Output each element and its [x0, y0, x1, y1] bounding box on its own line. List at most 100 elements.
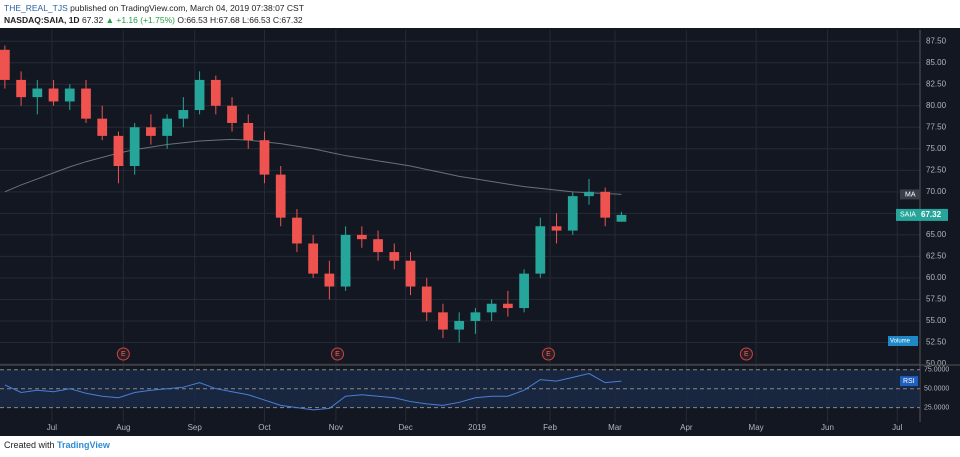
- candle-body: [600, 191, 611, 218]
- volume-label-box: [888, 336, 918, 346]
- candle-body: [567, 196, 578, 231]
- candle-body: [324, 273, 335, 287]
- candle-body: [486, 303, 497, 313]
- chart-background: [0, 28, 960, 436]
- y-tick-label: 70.00: [926, 187, 947, 196]
- y-tick-label: 72.50: [926, 165, 947, 174]
- footer: Created with TradingView: [4, 440, 110, 450]
- header: THE_REAL_TJS published on TradingView.co…: [4, 2, 304, 26]
- candle-body: [616, 214, 627, 222]
- candle-body: [0, 49, 10, 80]
- candle-body: [194, 79, 205, 111]
- candle-body: [356, 234, 367, 240]
- x-tick-label: Jul: [47, 423, 57, 432]
- change: ▲ +1.16 (+1.75%): [105, 15, 175, 25]
- candle-body: [454, 320, 465, 330]
- rsi-tick-label: 75.0000: [924, 367, 949, 374]
- candle-body: [535, 226, 546, 274]
- symbol: NASDAQ:SAIA, 1D: [4, 15, 80, 25]
- y-tick-label: 87.50: [926, 36, 947, 45]
- created: Created with: [4, 440, 55, 450]
- y-tick-label: 80.00: [926, 101, 947, 110]
- earnings-label: E: [546, 351, 551, 358]
- y-tick-label: 65.00: [926, 230, 947, 239]
- y-tick-label: 52.50: [926, 338, 947, 347]
- x-tick-label: Mar: [608, 423, 622, 432]
- y-tick-label: 82.50: [926, 79, 947, 88]
- candle-body: [48, 88, 59, 102]
- candle-body: [162, 118, 172, 136]
- candle-body: [584, 191, 594, 197]
- y-tick-label: 77.50: [926, 122, 947, 131]
- candle-body: [113, 135, 124, 167]
- candle-body: [64, 88, 75, 102]
- rsi-label-box: [900, 376, 918, 387]
- candle-body: [259, 140, 270, 175]
- symbol-line: NASDAQ:SAIA, 1D 67.32 ▲ +1.16 (+1.75%) O…: [4, 14, 304, 26]
- x-tick-label: May: [749, 423, 764, 432]
- x-tick-label: Nov: [329, 423, 343, 432]
- brand: TradingView: [57, 440, 110, 450]
- candle-body: [340, 234, 351, 287]
- candle-body: [97, 118, 108, 136]
- earnings-marker: [330, 347, 344, 361]
- price: 67.32: [81, 15, 104, 25]
- x-tick-label: Jul: [892, 423, 902, 432]
- x-tick-label: Dec: [399, 423, 413, 432]
- rsi-tick-label: 50.0000: [924, 386, 949, 393]
- x-tick-label: Oct: [258, 423, 271, 432]
- x-tick-label: Feb: [543, 423, 557, 432]
- y-tick-label: 85.00: [926, 58, 947, 67]
- candle-body: [146, 127, 156, 136]
- rsi-tick-label: 25.0000: [924, 404, 949, 411]
- candle-body: [210, 79, 221, 106]
- x-tick-label: Jun: [821, 423, 834, 432]
- ma-label: MA: [905, 191, 916, 198]
- y-tick-label: 62.50: [926, 252, 947, 261]
- candle-body: [551, 226, 562, 231]
- published: published on TradingView.com, March 04, …: [70, 3, 304, 13]
- y-tick-label: 75.00: [926, 144, 947, 153]
- candle-body: [470, 312, 481, 321]
- candle-body: [243, 122, 254, 141]
- x-tick-label: Aug: [116, 423, 130, 432]
- candle-body: [227, 105, 237, 123]
- candle-body: [308, 243, 319, 274]
- earnings-marker: [116, 347, 130, 361]
- candle-body: [178, 110, 189, 119]
- x-tick-label: Apr: [680, 423, 693, 432]
- last-price: 67.32: [921, 210, 942, 219]
- y-tick-label: 50.00: [926, 359, 947, 368]
- candle-body: [502, 303, 513, 309]
- earnings-marker: [739, 347, 753, 361]
- last-label: SAIA: [900, 212, 916, 219]
- ma-label-box: [900, 189, 920, 200]
- x-tick-label: 2019: [468, 423, 486, 432]
- publish-line: THE_REAL_TJS published on TradingView.co…: [4, 2, 304, 14]
- open: O:66.53: [177, 15, 208, 25]
- rsi-line: [4, 373, 622, 411]
- earnings-label: E: [744, 351, 749, 358]
- candle-body: [519, 273, 529, 309]
- rsi-label: RSI: [903, 378, 915, 385]
- candle-body: [81, 88, 91, 119]
- earnings-label: E: [121, 351, 126, 358]
- candle-body: [275, 174, 286, 218]
- x-tick-label: Sep: [188, 423, 203, 432]
- candle-body: [421, 286, 432, 313]
- volume-label: Volume: [890, 339, 911, 345]
- publisher: THE_REAL_TJS: [4, 3, 68, 13]
- y-tick-label: 55.00: [926, 316, 947, 325]
- candle-body: [292, 217, 302, 244]
- close: C:67.32: [272, 15, 303, 25]
- earnings-marker: [541, 347, 555, 361]
- candle-body: [405, 260, 416, 287]
- candle-body: [32, 88, 43, 98]
- ma-line: [4, 138, 622, 195]
- high: H:67.68: [209, 15, 240, 25]
- candle-body: [129, 127, 140, 167]
- low: L:66.53: [242, 15, 271, 25]
- last-price-box: [896, 208, 948, 221]
